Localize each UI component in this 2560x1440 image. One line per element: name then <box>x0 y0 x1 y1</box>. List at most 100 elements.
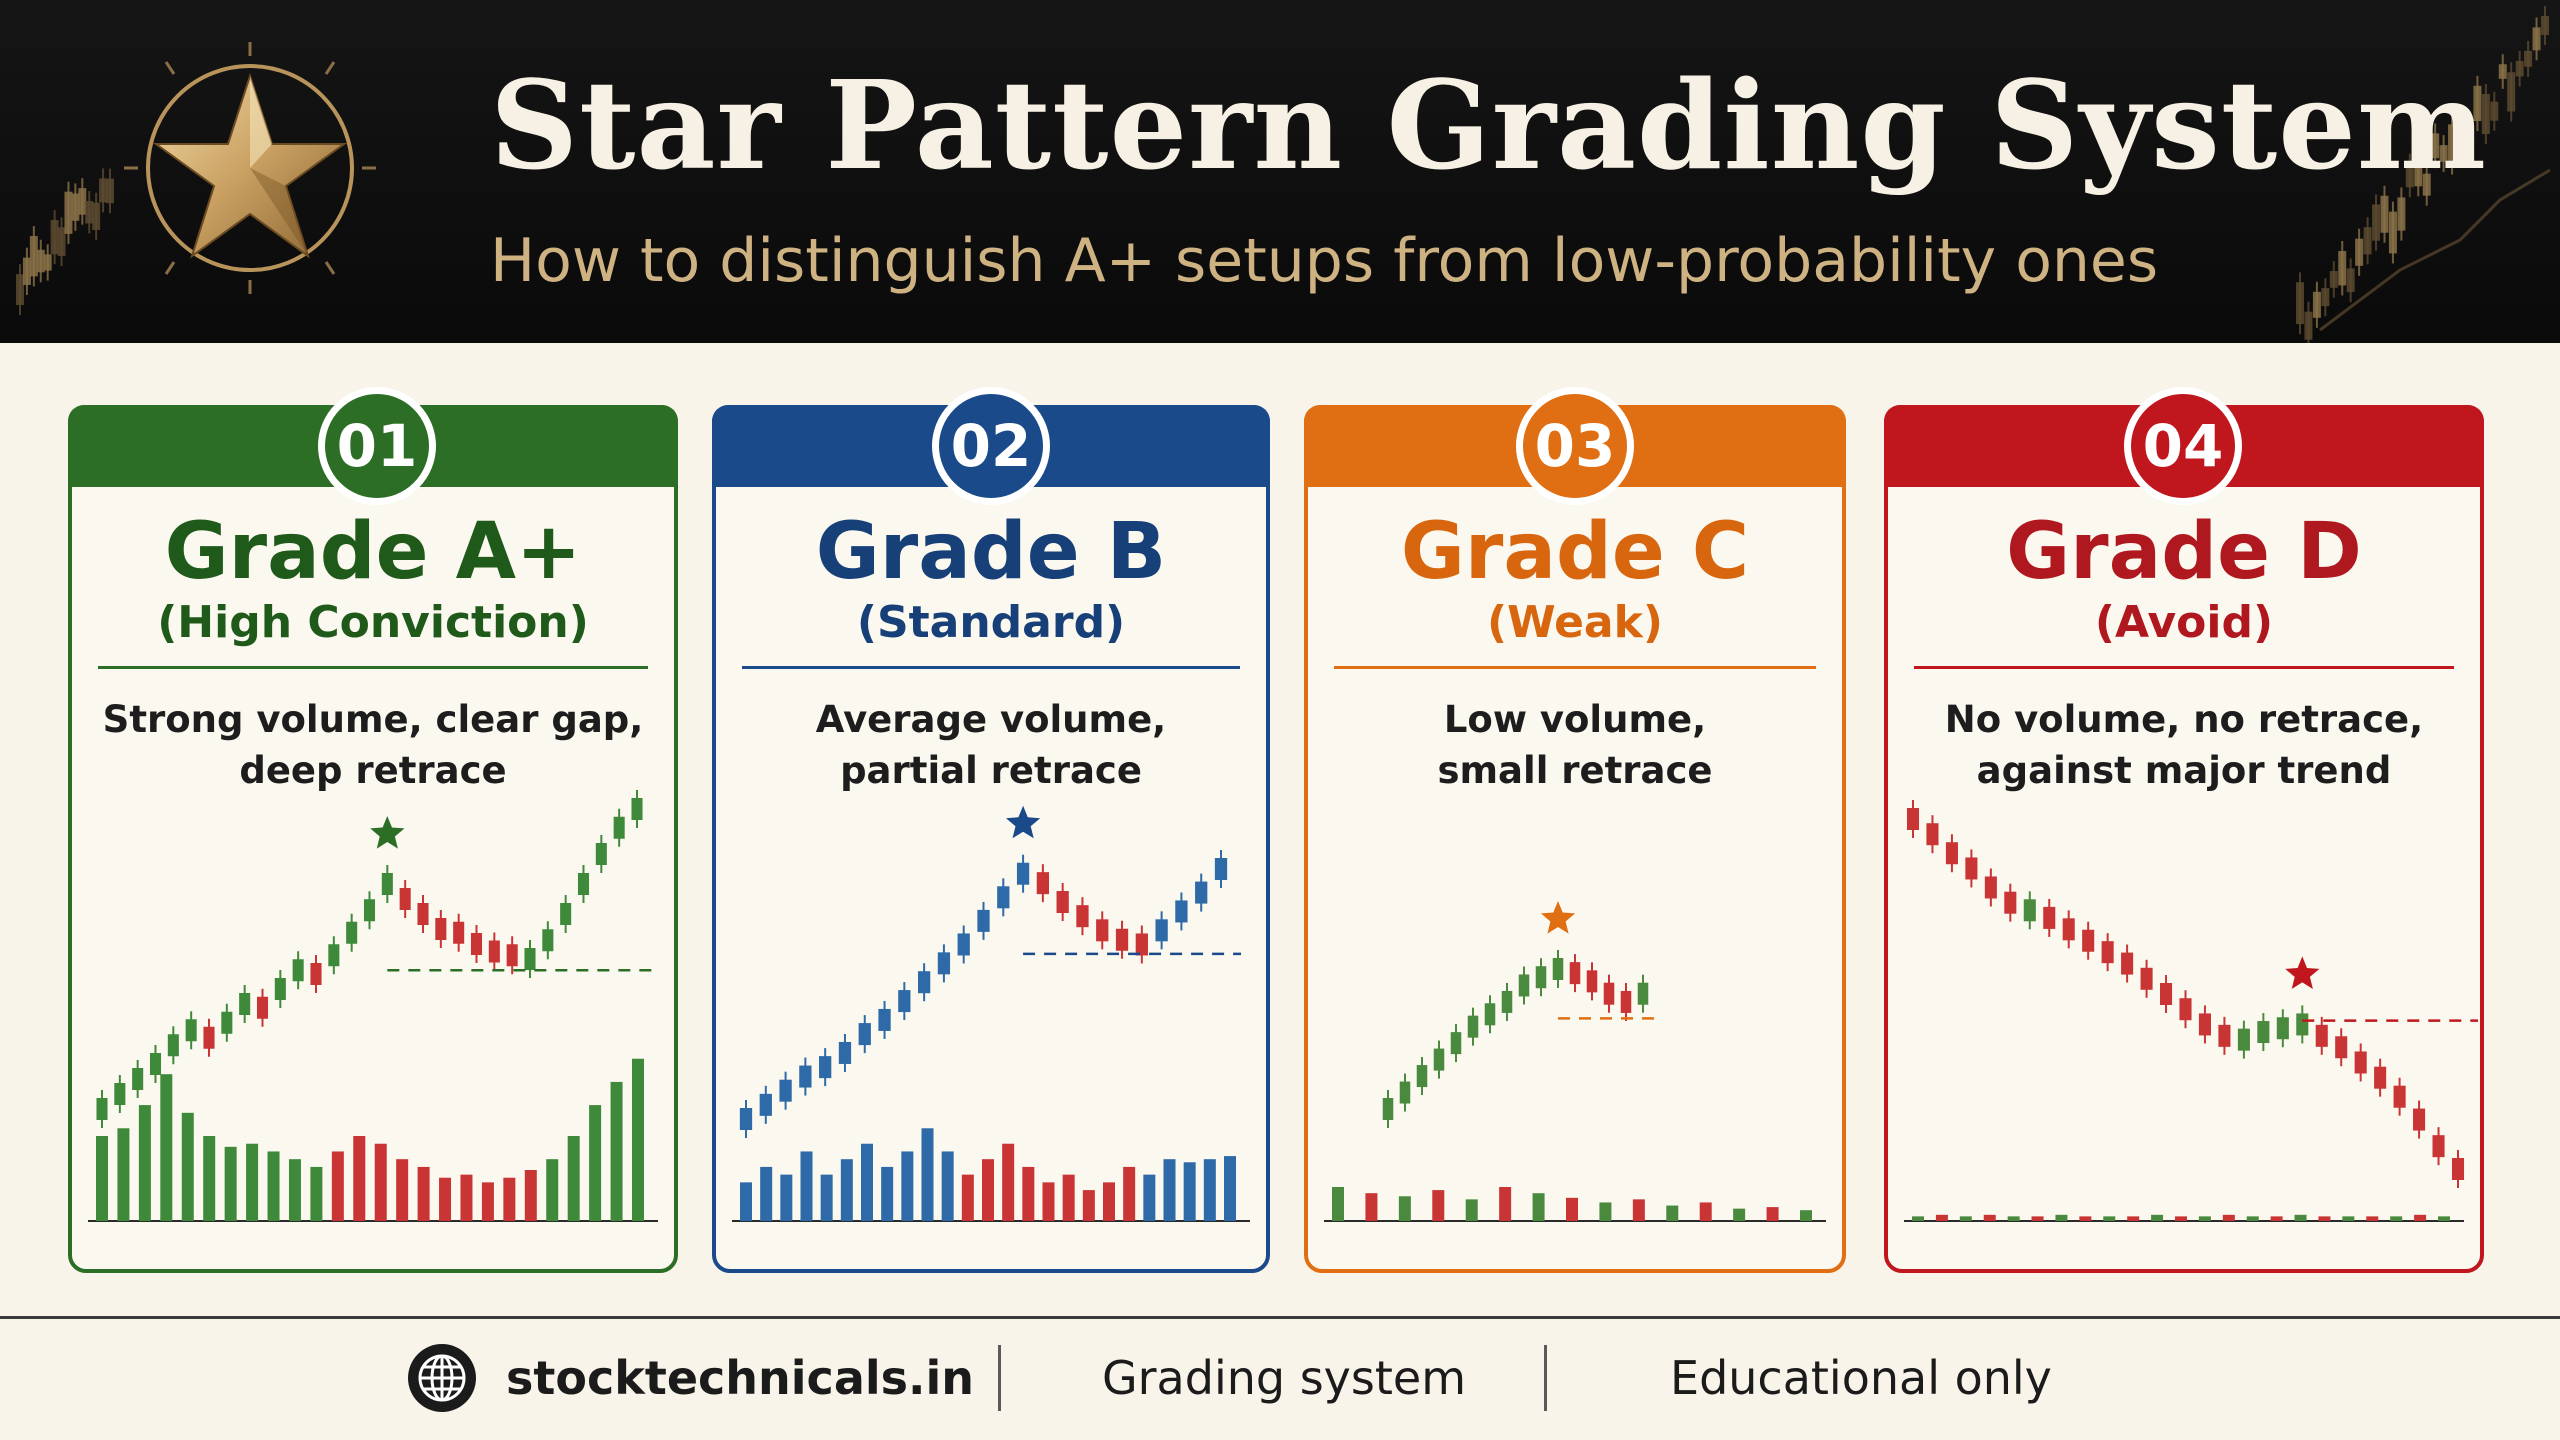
candle <box>2393 1085 2406 1108</box>
volume-bar <box>901 1151 914 1221</box>
star-marker-icon <box>370 816 405 849</box>
candle <box>2315 1024 2328 1047</box>
decor-candle <box>2422 173 2431 196</box>
decor-candle <box>2363 227 2372 255</box>
candle <box>2082 929 2095 952</box>
globe-icon <box>408 1344 476 1412</box>
candle <box>819 1056 832 1079</box>
decor-candle <box>2532 27 2541 51</box>
card-grade-subtitle: (Standard) <box>856 597 1126 648</box>
decor-candle <box>2507 72 2516 112</box>
page-subtitle: How to distinguish A+ setups from low-pr… <box>490 226 2159 296</box>
candle <box>577 873 590 895</box>
grade-card-a-plus: 01 Grade A+ (High Conviction) Strong vol… <box>68 387 678 1273</box>
decor-candle <box>2405 163 2414 188</box>
candle <box>1926 823 1939 846</box>
candle <box>96 1098 108 1120</box>
candle <box>1016 862 1030 885</box>
candle <box>274 978 286 1000</box>
volume-bar <box>1042 1182 1055 1221</box>
footer-site-link[interactable]: stocktechnicals.in <box>406 1344 974 1412</box>
volume-bar <box>546 1159 559 1221</box>
candle <box>2276 1017 2289 1040</box>
decor-candle <box>106 178 114 204</box>
candle <box>2257 1021 2270 1044</box>
candle <box>1450 1032 1462 1055</box>
decor-candle <box>57 227 66 256</box>
candle <box>506 944 518 967</box>
candle <box>1945 842 1958 865</box>
candle <box>997 886 1010 909</box>
volume-bar <box>331 1151 344 1221</box>
decor-candle <box>2380 195 2389 233</box>
decor-candle <box>2456 126 2465 145</box>
candle <box>1155 919 1168 942</box>
candle <box>838 1041 852 1064</box>
footer-rule <box>0 1316 2560 1319</box>
card-grade-title: Grade B <box>815 507 1167 597</box>
volume-bar <box>589 1105 602 1221</box>
decor-candle <box>2464 131 2473 154</box>
volume-bar <box>982 1159 994 1221</box>
volume-bar <box>861 1143 873 1221</box>
volume-bar <box>2246 1216 2259 1221</box>
volume-bar <box>396 1159 409 1221</box>
grade-card-c: 03 Grade C (Weak) Low volume, small retra… <box>1304 387 1846 1273</box>
volume-bar <box>881 1166 894 1221</box>
candle <box>1518 974 1530 997</box>
card-divider <box>1914 666 2454 669</box>
gold-star-icon <box>124 42 376 294</box>
candle <box>1906 808 1920 830</box>
card-description: No volume, no retrace, against major tren… <box>1944 698 2424 792</box>
candle <box>799 1065 812 1088</box>
candle <box>239 993 251 1015</box>
candle <box>2296 1013 2309 1036</box>
candle <box>2335 1036 2348 1059</box>
volume-bar <box>961 1174 974 1221</box>
volume-bar <box>1082 1190 1095 1221</box>
decor-candle <box>2448 124 2457 165</box>
candle <box>1096 919 1109 942</box>
volume-bar <box>1432 1190 1445 1221</box>
volume-bar <box>353 1136 366 1221</box>
candle <box>2043 906 2056 929</box>
candle <box>977 909 990 932</box>
volume-bar <box>503 1177 516 1221</box>
volume-bar <box>2438 1216 2450 1221</box>
volume-bar <box>760 1166 773 1221</box>
footer-site-text: stocktechnicals.in <box>506 1351 974 1405</box>
volume-bar <box>2294 1214 2307 1221</box>
volume-bar <box>2270 1216 2283 1221</box>
candle <box>2198 1013 2211 1036</box>
candle <box>2004 891 2017 914</box>
card-description: Low volume, small retrace <box>1437 698 1713 792</box>
header-candlestick-decoration <box>16 5 2551 343</box>
volume-bar <box>224 1146 237 1221</box>
decor-candle <box>64 191 73 234</box>
volume-bar <box>567 1136 580 1221</box>
candle <box>1433 1048 1445 1071</box>
candle <box>417 903 429 925</box>
card-number-badge: 01 <box>318 387 436 505</box>
candle <box>488 940 500 963</box>
volume-bar <box>181 1112 194 1221</box>
candle <box>1637 982 1649 1005</box>
volume-bar <box>1959 1216 1972 1221</box>
candle <box>346 921 358 944</box>
candle <box>1603 982 1615 1005</box>
decor-candle <box>2312 291 2321 318</box>
star-marker-icon <box>1006 805 1041 839</box>
card-grade-title: Grade A+ <box>164 507 582 597</box>
volume-bar <box>138 1105 151 1221</box>
volume-bar <box>1203 1159 1216 1221</box>
decor-candle <box>2473 85 2482 122</box>
volume-bar <box>2055 1214 2068 1221</box>
candle <box>1984 876 1997 899</box>
candle <box>2354 1051 2367 1074</box>
candle <box>542 929 554 952</box>
volume-bar <box>1532 1193 1545 1221</box>
card-grade-title: Grade D <box>2006 507 2362 597</box>
candle <box>898 990 911 1013</box>
decor-candle <box>2372 204 2381 241</box>
card-grade-subtitle: (High Conviction) <box>157 597 589 648</box>
